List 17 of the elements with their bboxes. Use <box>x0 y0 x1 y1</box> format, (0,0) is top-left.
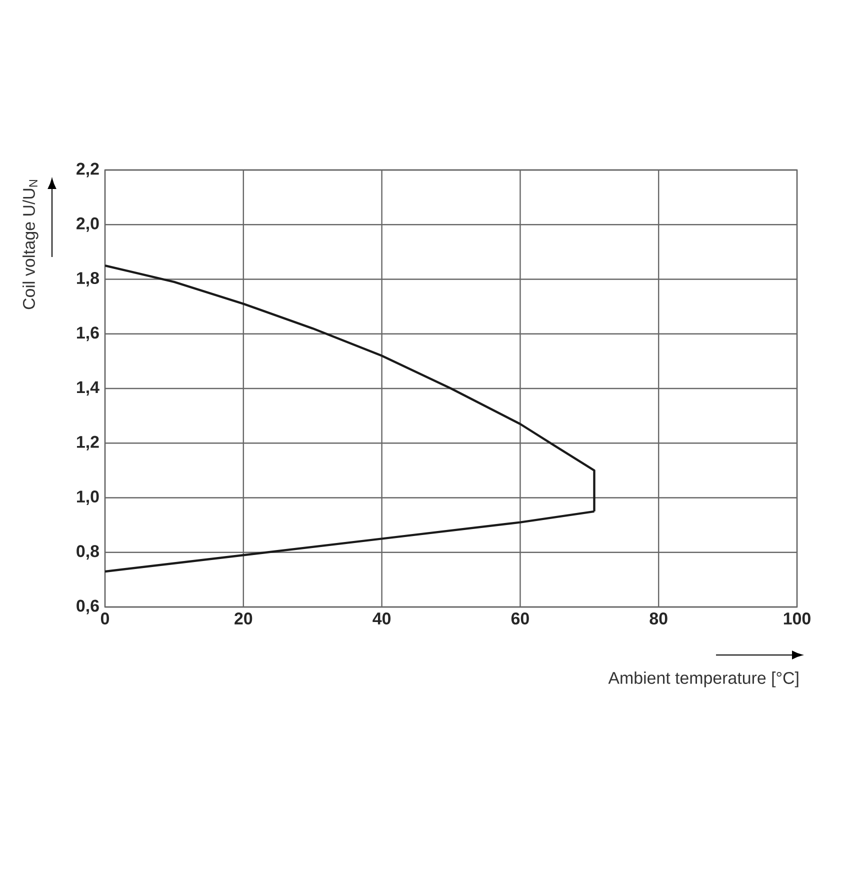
x-tick-label: 100 <box>784 612 810 625</box>
x-tick-label: 0 <box>100 612 110 625</box>
y-axis-title: Coil voltage U/U$_{N}$ <box>22 180 38 310</box>
y-tick-label: 2,2 <box>76 162 99 178</box>
x-tick-label: 20 <box>234 612 252 625</box>
y-tick-label: 1,0 <box>77 490 99 505</box>
x-axis-title: Ambient temperature [°C] <box>608 672 798 688</box>
y-tick-label: 1,6 <box>77 326 99 342</box>
x-tick-label: 60 <box>511 612 529 625</box>
x-tick-label: 40 <box>372 612 391 625</box>
y-tick-label: 0,6 <box>76 600 99 614</box>
y-tick-label: 0,8 <box>76 545 99 560</box>
y-tick-label: 2,0 <box>76 217 99 232</box>
y-tick-label: 1,4 <box>77 381 100 396</box>
x-tick-label: 80 <box>650 612 668 625</box>
y-tick-label: 1,2 <box>77 436 99 450</box>
y-tick-label: 1,8 <box>77 272 99 286</box>
